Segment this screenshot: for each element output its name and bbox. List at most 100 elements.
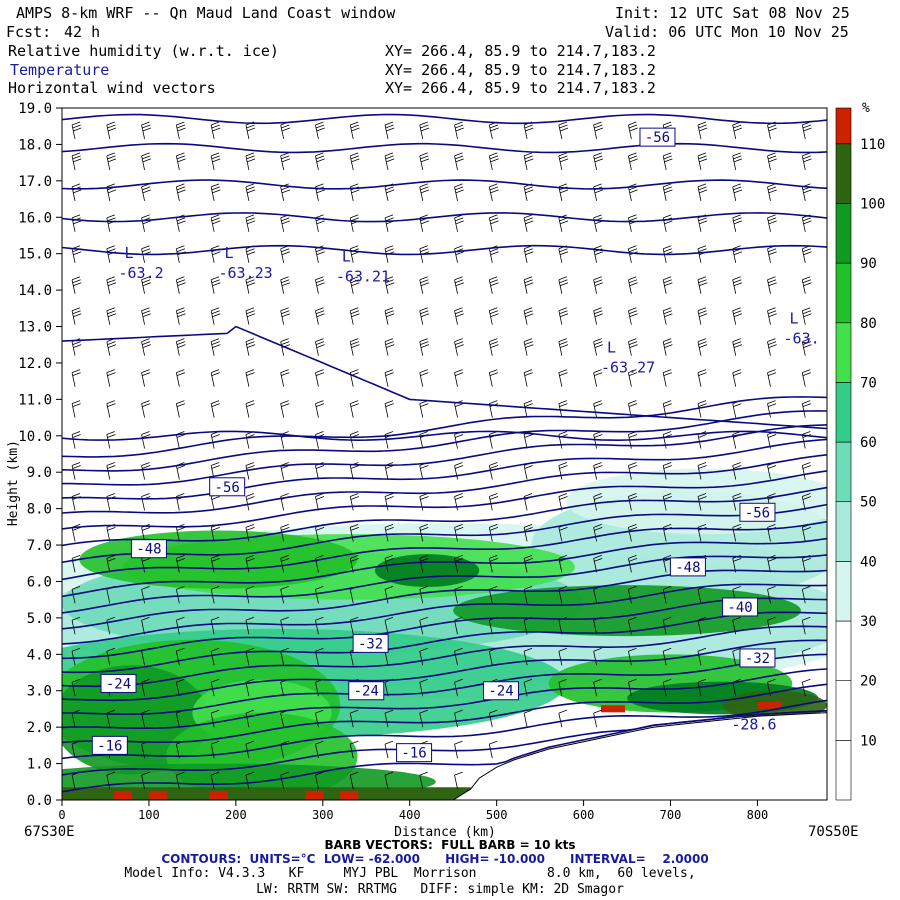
isotherm-label: -40 xyxy=(727,600,752,616)
colorbar-unit: % xyxy=(862,101,870,116)
wind-barb xyxy=(210,740,220,759)
wind-barb xyxy=(349,709,359,728)
x-tick-label: 700 xyxy=(660,808,682,822)
wind-barb xyxy=(175,307,186,325)
wind-barb xyxy=(210,462,220,480)
wind-barb xyxy=(315,585,324,604)
low-marker: L xyxy=(790,309,799,327)
y-tick-label: 3.0 xyxy=(27,684,52,700)
y-tick-label: 19.0 xyxy=(18,101,52,117)
wind-barb xyxy=(280,493,290,511)
field-name-temperature: Temperature xyxy=(10,61,110,79)
wind-barb xyxy=(315,307,325,325)
wind-barb xyxy=(71,585,81,604)
wind-barb xyxy=(71,183,82,201)
wind-barb xyxy=(662,276,673,294)
wind-barb xyxy=(697,152,708,170)
wind-barb xyxy=(106,152,117,170)
wind-barb xyxy=(662,338,673,356)
wind-barb xyxy=(523,400,533,418)
wind-barb xyxy=(628,307,638,325)
wind-barb xyxy=(697,647,707,666)
wind-barb xyxy=(454,585,463,604)
wind-barb xyxy=(210,771,220,790)
colorbar-label: 10 xyxy=(860,733,877,749)
wind-barb xyxy=(245,524,255,542)
wind-barb xyxy=(488,585,498,604)
isotherm xyxy=(62,683,827,744)
wind-barb xyxy=(662,431,672,449)
wind-barb xyxy=(245,369,255,387)
contour-labels: -56 -56 -56 -48 -48 -40 -32 -32 -24 -24 -24 -16 -16 L… xyxy=(91,127,820,763)
colorbar-label: 20 xyxy=(860,674,877,690)
wind-barb xyxy=(697,183,708,201)
wind-barb xyxy=(454,183,464,201)
wind-barb xyxy=(767,369,777,387)
low-value: -63.2 xyxy=(119,264,164,282)
wind-barb xyxy=(454,152,464,170)
y-axis-label: Height (km) xyxy=(6,440,21,526)
wind-barb xyxy=(315,709,324,728)
wind-barb xyxy=(71,462,81,480)
colorbar-swatch xyxy=(835,740,852,801)
wind-barb xyxy=(141,431,151,449)
wind-barb xyxy=(210,647,220,666)
wind-barb xyxy=(106,245,117,263)
wind-barb xyxy=(141,462,151,480)
wind-barb xyxy=(349,771,359,790)
wind-barb xyxy=(141,338,151,356)
wind-barb xyxy=(523,524,533,542)
wind-barb xyxy=(106,183,117,201)
wind-barb xyxy=(801,647,811,666)
wind-barb xyxy=(106,493,116,511)
wind-barb xyxy=(280,400,290,418)
wind-barb xyxy=(419,152,430,170)
y-tick-label: 11.0 xyxy=(18,392,52,408)
wind-barb xyxy=(628,338,638,356)
wind-barb xyxy=(245,183,256,201)
wind-barb xyxy=(593,307,603,325)
wind-barb xyxy=(801,307,812,325)
wind-barb xyxy=(349,616,359,635)
wind-barb xyxy=(662,462,672,480)
wind-barb xyxy=(384,245,395,263)
wind-barb xyxy=(488,431,499,449)
isotherm xyxy=(62,537,827,598)
x-tick-label: 600 xyxy=(573,808,595,822)
wind-barb xyxy=(419,431,429,449)
isotherm xyxy=(62,597,827,660)
wind-barb xyxy=(419,462,429,480)
wind-barb xyxy=(280,369,290,387)
wind-barb xyxy=(349,276,360,294)
field-xy-temperature: XY= 266.4, 85.9 to 214.7,183.2 xyxy=(385,61,656,79)
wind-barb xyxy=(141,771,150,790)
wind-barb xyxy=(662,369,672,387)
isotherm-label: -48 xyxy=(675,560,700,576)
wind-barb xyxy=(384,400,394,418)
wind-barb xyxy=(558,400,568,418)
wind-barb xyxy=(593,245,603,263)
wind-barb xyxy=(384,771,394,790)
wind-barb xyxy=(593,152,603,170)
wind-barb xyxy=(801,616,811,635)
wind-barb xyxy=(628,245,638,263)
isotherm-label: -24 xyxy=(488,684,513,700)
isotherm-label-box xyxy=(639,127,676,147)
wind-barb xyxy=(488,152,499,170)
wind-barb xyxy=(245,431,255,449)
wind-barb xyxy=(384,214,395,232)
x-tick-label: 0 xyxy=(58,808,65,822)
forecast-hour: 42 h xyxy=(64,23,101,41)
wind-barb xyxy=(732,276,743,294)
saturated-patch xyxy=(305,790,324,800)
wind-barb xyxy=(662,214,673,232)
wind-barb xyxy=(454,276,464,294)
wind-barb xyxy=(558,462,568,480)
wind-barb xyxy=(767,214,777,232)
y-tick-label: 7.0 xyxy=(27,538,52,554)
x-tick-label: 500 xyxy=(486,808,508,822)
wind-barb xyxy=(454,462,464,480)
isotherm-label-box xyxy=(352,633,389,653)
saturated-patch xyxy=(757,701,782,709)
